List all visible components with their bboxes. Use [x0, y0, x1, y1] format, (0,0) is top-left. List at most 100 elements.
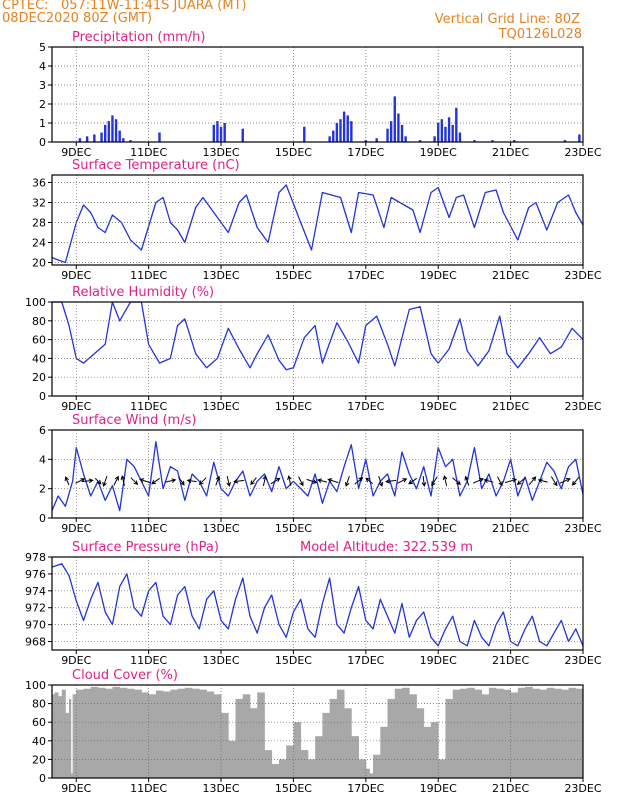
pressure-xtick-label: 23DEC: [564, 654, 601, 667]
cloud-cover-area-segment: [358, 759, 367, 778]
precipitation-bar: [400, 124, 404, 142]
wind-arrow: [421, 476, 427, 487]
wind-arrow: [81, 478, 94, 484]
cloud-cover-area-segment: [141, 692, 150, 778]
wind-ytick-label: 2: [39, 483, 46, 496]
run-label: 08DEC2020 80Z (GMT): [2, 11, 153, 26]
cloud-cover-area-segment: [474, 689, 483, 778]
cloud-cover-area-segment: [184, 687, 193, 778]
wind-arrow: [327, 478, 339, 484]
cloud-cover-area-segment: [170, 689, 179, 778]
precipitation-bar: [350, 121, 353, 142]
wind-arrow: [262, 475, 268, 487]
wind-arrow: [139, 478, 151, 484]
cloud-cover-area-segment: [163, 691, 171, 778]
pressure-xtick-label: 15DEC: [275, 654, 312, 667]
cloud-cover-area-segment: [438, 759, 446, 778]
wind-arrow: [113, 475, 119, 486]
cloud-cover-area-segment: [177, 688, 186, 778]
precipitation-bar: [85, 136, 89, 142]
pressure-ytick-label: 970: [25, 619, 46, 632]
wind-ytick-label: 6: [39, 424, 46, 437]
cloud-cover-area-segment: [380, 726, 388, 778]
wind-arrow: [442, 475, 448, 487]
wind-xtick-label: 19DEC: [420, 522, 457, 535]
temperature-panel: 20 24 28 32 36 9DEC 11DEC 13DEC 15DEC 17DEC 19DEC 2…: [32, 158, 602, 282]
cloud-cover-area-segment: [76, 689, 84, 778]
humidity-ytick-label: 0: [39, 390, 46, 403]
wind-arrow: [528, 476, 537, 486]
precipitation-bar: [332, 130, 335, 142]
temperature-xtick-label: 23DEC: [564, 269, 601, 282]
cloud-cover-area-segment: [351, 736, 359, 778]
cloud-cover-area-segment: [445, 698, 454, 778]
humidity-frame: [51, 301, 584, 397]
source-label: CPTEC:: [2, 0, 49, 13]
cloud-cover-area-segment: [373, 754, 381, 778]
cloud-cover-area-segment: [65, 712, 70, 778]
pressure-xtick-label: 17DEC: [347, 654, 384, 667]
precipitation-frame: [51, 46, 584, 143]
cloud-cover-xtick-label: 11DEC: [130, 782, 167, 795]
wind-xtick-label: 11DEC: [130, 522, 167, 535]
cloud-cover-area-segment: [568, 687, 577, 778]
precipitation-panel: 0 1 2 3 4 5 9DEC 11DEC 13DEC 15DEC 17DEC 19DEC 21DEC…: [39, 30, 602, 159]
cloud-cover-area-segment: [344, 708, 352, 778]
cloud-cover-area-segment: [387, 698, 396, 778]
cloud-cover-area-segment: [503, 689, 512, 778]
cloud-cover-area-segment: [134, 689, 142, 778]
wind-arrow: [233, 478, 245, 484]
pressure-xtick-label: 9DEC: [61, 654, 91, 667]
precipitation-bar: [100, 132, 103, 142]
wind-arrow: [472, 478, 484, 484]
cloud-cover-area-segment: [488, 687, 497, 778]
precipitation-bar: [473, 140, 476, 142]
precipitation-bar: [122, 138, 125, 142]
wind-arrow: [397, 478, 408, 484]
wind-arrow: [550, 476, 558, 487]
wind-xtick-label: 13DEC: [202, 522, 239, 535]
wind-arrow: [226, 475, 231, 487]
precipitation-xtick-label: 19DEC: [420, 146, 457, 159]
temperature-xtick-label: 19DEC: [420, 269, 457, 282]
cloud-cover-area-segment: [58, 696, 63, 778]
wind-arrow: [344, 475, 350, 487]
pressure-frame: [51, 556, 584, 651]
cloud-cover-area-segment: [575, 688, 584, 778]
cloud-cover-area-segment: [546, 687, 555, 778]
cloud-cover-area-segment: [192, 688, 200, 778]
wind-arrow: [365, 477, 374, 485]
humidity-xtick-label: 23DEC: [564, 400, 601, 413]
precipitation-bar: [158, 132, 161, 142]
cloud-cover-area-segment: [278, 759, 287, 778]
precipitation-bar: [335, 123, 339, 142]
cloud-cover-area-segment: [235, 698, 244, 778]
pressure-ytick-label: 972: [25, 602, 46, 615]
precipitation-bar: [578, 134, 581, 142]
model-altitude-label: Model Altitude: 322.539 m: [300, 540, 473, 555]
wind-line: [51, 441, 584, 512]
cloud-cover-area-segment: [119, 687, 128, 778]
precipitation-bar: [375, 138, 378, 142]
humidity-ytick-label: 40: [32, 352, 46, 365]
cloud-cover-area-segment: [315, 736, 323, 778]
cloud-cover-area-segment: [105, 688, 113, 778]
cloud-cover-area-segment: [409, 694, 417, 778]
precipitation-bar: [455, 107, 458, 142]
wind-arrow: [178, 476, 185, 486]
cloud-cover-area-segment: [561, 689, 569, 778]
precipitation-ytick-label: 0: [39, 136, 46, 149]
cloud-cover-area-segment: [430, 722, 439, 778]
temperature-ytick-label: 24: [32, 237, 46, 250]
cloud-cover-area-segment: [61, 689, 66, 778]
wind-xtick-label: 17DEC: [347, 522, 384, 535]
cloud-cover-area-segment: [83, 688, 92, 778]
humidity-xtick-label: 21DEC: [492, 400, 529, 413]
precipitation-bar: [451, 124, 454, 142]
cloud-cover-area-segment: [525, 686, 533, 778]
cloud-cover-area-segment: [257, 692, 265, 778]
humidity-xtick-label: 9DEC: [61, 400, 91, 413]
cloud-cover-area-segment: [510, 692, 519, 778]
cloud-cover-area-segment: [322, 712, 331, 778]
